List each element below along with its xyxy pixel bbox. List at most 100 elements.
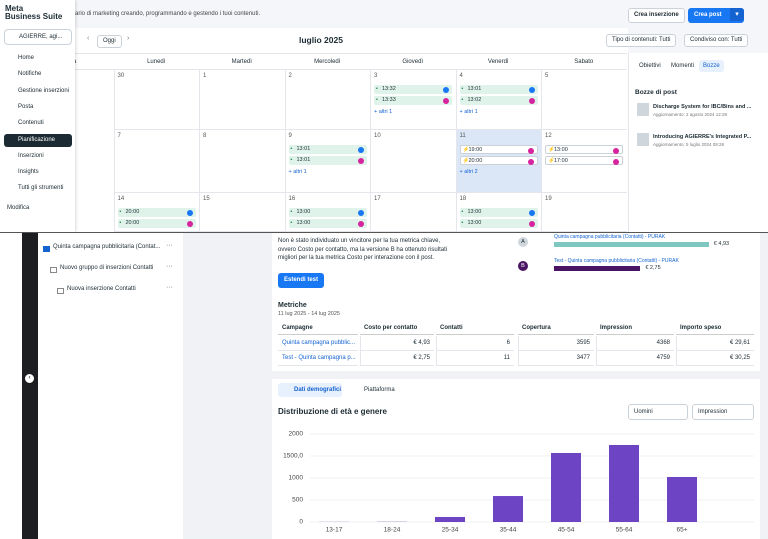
panel-tab[interactable]: Momenti [667, 60, 698, 72]
table-cell: € 29,61 [676, 336, 754, 351]
day-number: 10 [374, 133, 381, 139]
post[interactable]: 13:00⚡ [545, 145, 623, 154]
post-time: 13:02 [468, 96, 482, 105]
table-header: Copertura [518, 321, 594, 335]
draft-title[interactable]: Discharge System for IBC/Bins and ... [653, 104, 751, 110]
tab-demographics[interactable]: Dati demografici [278, 383, 342, 397]
filter-type[interactable]: Tipo di contenuti: Tutti [606, 34, 676, 47]
nav-item[interactable]: Insights [4, 166, 72, 179]
post[interactable]: 13:33▪ [374, 96, 452, 105]
day-cell: 1 [199, 70, 285, 130]
more-link[interactable]: + altri 1 [460, 109, 478, 115]
weekday: Mercoledì [285, 53, 371, 70]
draft-title[interactable]: Introducing AGIERRE's Integrated P... [653, 134, 751, 140]
tree-item[interactable]: Nuova inserzione Contatti [67, 286, 136, 292]
create-ad-button[interactable]: Crea inserzione [628, 8, 685, 23]
network-icon [529, 98, 535, 104]
today-button[interactable]: Oggi [97, 35, 122, 48]
post-time: 13:00 [468, 208, 482, 217]
post[interactable]: 13:01 ▪ [289, 145, 367, 154]
more-menu[interactable]: ··· [166, 242, 173, 249]
table-header: Costo per contatto [360, 321, 434, 335]
tree-item[interactable]: Quinta campagna pubblicitaria (Contat... [53, 244, 160, 250]
post[interactable]: 17:00⚡ [545, 156, 623, 165]
gender-select[interactable]: Uomini [628, 404, 688, 420]
post[interactable]: 20:00⚡ [460, 156, 538, 165]
table-header: Impression [596, 321, 674, 335]
day-cell: 30 [114, 70, 200, 130]
network-icon [529, 221, 535, 227]
post-status-icon: ▪ [462, 85, 464, 94]
day-number: 4 [460, 73, 463, 79]
nav-item[interactable]: Posta [4, 101, 72, 114]
network-icon [358, 210, 364, 216]
panel-tab[interactable]: Obiettivi [635, 60, 665, 72]
post[interactable]: 13:01▪ [289, 156, 367, 165]
tree-item[interactable]: Nuovo gruppo di inserzioni Contatti [60, 265, 153, 271]
more-menu[interactable]: ··· [166, 263, 173, 270]
nav-item[interactable]: Tutti gli strumenti [4, 182, 72, 195]
account-selector[interactable]: AGIERRE, agi... [4, 29, 72, 45]
extend-test-button[interactable]: Estendi test [278, 273, 324, 288]
nav-item[interactable]: Inserzioni [4, 150, 72, 163]
day-cell: 17 [370, 193, 456, 232]
y-tick-label: 0 [299, 519, 303, 526]
more-menu[interactable]: ··· [166, 284, 173, 291]
post-status-icon: ▪ [291, 145, 293, 154]
more-link[interactable]: + altri 2 [460, 169, 478, 175]
nav-item[interactable]: Home [4, 52, 72, 65]
post[interactable]: 19:00⚡ [460, 145, 538, 154]
post[interactable]: 13:01▪ [460, 85, 538, 94]
post[interactable]: 13:02▪ [460, 96, 538, 105]
post[interactable]: 13:00▪ [460, 219, 538, 228]
version-value: € 2,75 [645, 265, 660, 271]
edit-link[interactable]: Modifica [7, 205, 29, 211]
post[interactable]: 20:00▪ [118, 219, 196, 228]
version-value: € 4,93 [714, 241, 729, 247]
post[interactable]: 13:00▪ [460, 208, 538, 217]
post[interactable]: 13:00▪ [289, 208, 367, 217]
metric-select[interactable]: Impression [692, 404, 754, 420]
nav-item[interactable]: Contenuti [4, 117, 72, 130]
nav-item[interactable]: Gestione inserzioni [4, 85, 72, 98]
table-cell: € 2,75 [360, 351, 434, 366]
tab-platform[interactable]: Piattaforma [364, 383, 395, 397]
filter-shared[interactable]: Condiviso con: Tutti [684, 34, 748, 47]
bar [667, 477, 697, 522]
post[interactable]: 13:00▪ [289, 219, 367, 228]
draft-thumb [637, 133, 649, 146]
post-status-icon: ▪ [120, 219, 122, 228]
collapse-button[interactable]: ‹ [25, 374, 34, 383]
table-cell[interactable]: Quinta campagna pubblic... [278, 336, 358, 351]
tree-panel: Quinta campagna pubblicitaria (Contat...… [38, 233, 183, 539]
weekday: Giovedì [370, 53, 456, 70]
day-cell: 19 [541, 193, 627, 232]
dropdown-arrow[interactable]: ▾ [730, 8, 744, 21]
day-number: 7 [118, 133, 121, 139]
post-time: 13:01 [297, 145, 311, 154]
y-tick-label: 1000 [289, 475, 304, 482]
more-link[interactable]: + altri 1 [289, 169, 307, 175]
version-name[interactable]: Quinta campagna pubblicitaria (Contatti)… [554, 234, 665, 240]
post[interactable]: 13:32▪ [374, 85, 452, 94]
panel-tab[interactable]: Bozze [699, 60, 724, 72]
next-arrow[interactable]: › [127, 35, 129, 42]
prev-arrow[interactable]: ‹ [87, 35, 89, 42]
table-cell[interactable]: Test - Quinta campagna p... [278, 351, 358, 366]
post-time: 19:00 [469, 146, 483, 155]
more-link[interactable]: + altri 1 [374, 109, 392, 115]
day-number: 11 [460, 133, 466, 139]
table-header: Campagne [278, 321, 358, 335]
network-icon [529, 210, 535, 216]
post[interactable]: 20:00▪ [118, 208, 196, 217]
version-name[interactable]: Test - Quinta campagna pubblicitaria (Co… [554, 258, 679, 264]
nav-item[interactable]: Notifiche [4, 68, 72, 81]
network-icon [443, 98, 449, 104]
nav-item[interactable]: Pianificazione [4, 134, 72, 147]
